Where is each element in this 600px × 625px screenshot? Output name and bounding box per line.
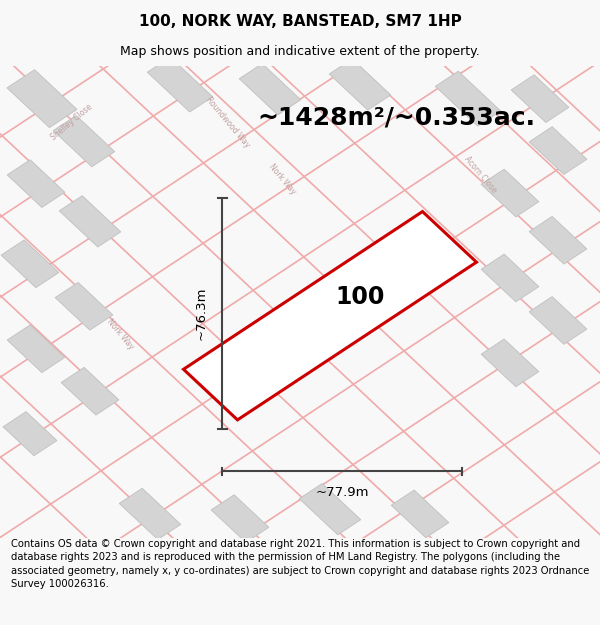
Text: Nork Way: Nork Way [105,318,135,351]
Text: Acorn Close: Acorn Close [462,154,498,194]
Polygon shape [53,116,115,167]
Polygon shape [299,484,361,535]
Polygon shape [119,488,181,539]
Polygon shape [511,75,569,122]
Text: Map shows position and indicative extent of the property.: Map shows position and indicative extent… [120,44,480,58]
Polygon shape [7,325,65,372]
Polygon shape [239,64,301,115]
Polygon shape [7,69,77,128]
Text: Shelley Close: Shelley Close [50,102,94,142]
Text: Nork Way: Nork Way [267,162,297,196]
Polygon shape [329,59,391,110]
Text: 100: 100 [335,285,385,309]
Text: 100, NORK WAY, BANSTEAD, SM7 1HP: 100, NORK WAY, BANSTEAD, SM7 1HP [139,14,461,29]
Text: Roundwood Way: Roundwood Way [204,95,252,149]
Polygon shape [435,71,501,126]
Polygon shape [7,160,65,208]
Text: ~77.9m: ~77.9m [315,486,369,499]
Polygon shape [391,490,449,538]
Polygon shape [211,495,269,542]
Polygon shape [3,412,57,456]
Polygon shape [59,196,121,247]
Polygon shape [481,169,539,217]
Polygon shape [481,254,539,302]
Polygon shape [1,240,59,288]
Polygon shape [184,211,476,420]
Polygon shape [529,127,587,174]
Polygon shape [61,368,119,415]
Text: Contains OS data © Crown copyright and database right 2021. This information is : Contains OS data © Crown copyright and d… [11,539,589,589]
Text: ~76.3m: ~76.3m [194,287,208,340]
Polygon shape [147,57,213,112]
Polygon shape [55,282,113,330]
Polygon shape [481,339,539,387]
Polygon shape [529,297,587,344]
Text: ~1428m²/~0.353ac.: ~1428m²/~0.353ac. [257,106,535,129]
Polygon shape [529,216,587,264]
